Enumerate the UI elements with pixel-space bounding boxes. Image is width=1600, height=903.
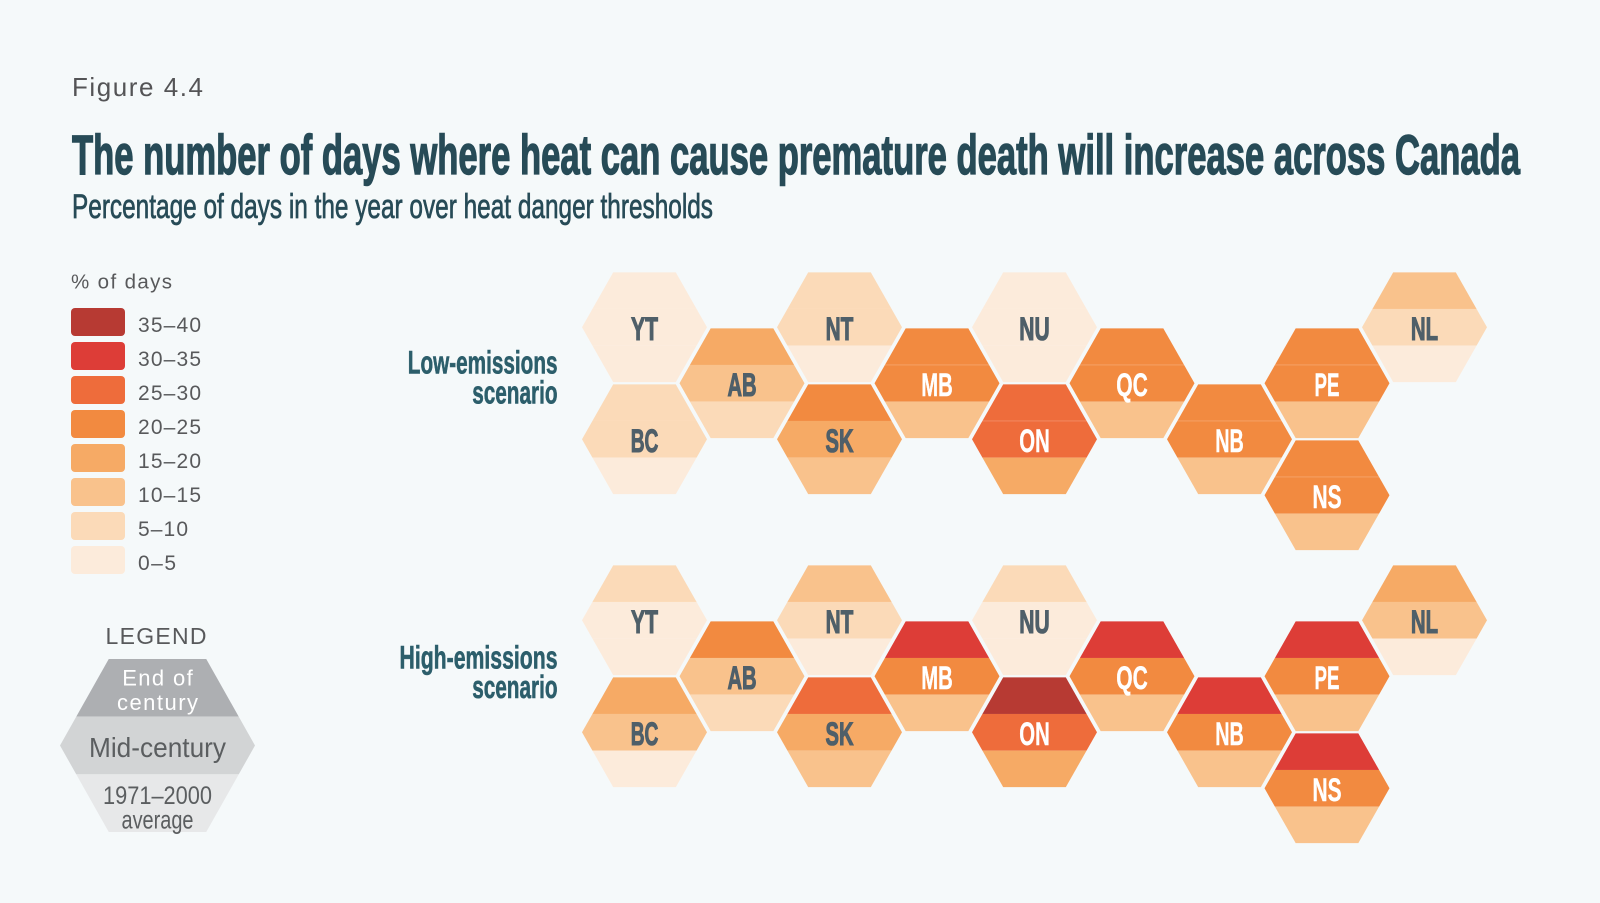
svg-text:NU: NU <box>1019 604 1049 640</box>
svg-text:average: average <box>122 805 194 835</box>
svg-text:NB: NB <box>1215 716 1244 752</box>
svg-text:NU: NU <box>1019 311 1049 347</box>
svg-text:NB: NB <box>1215 423 1244 459</box>
svg-text:NT: NT <box>826 311 854 347</box>
svg-text:15–20: 15–20 <box>138 450 201 473</box>
svg-text:MB: MB <box>921 367 953 403</box>
svg-text:35–40: 35–40 <box>138 314 201 337</box>
svg-text:YT: YT <box>631 311 658 347</box>
svg-text:Mid-century: Mid-century <box>89 732 226 763</box>
svg-text:5–10: 5–10 <box>138 518 188 541</box>
svg-text:LEGEND: LEGEND <box>106 623 207 649</box>
svg-text:1971–2000: 1971–2000 <box>103 782 212 810</box>
svg-text:MB: MB <box>921 660 953 696</box>
svg-text:scenario: scenario <box>472 375 557 411</box>
svg-text:SK: SK <box>826 423 854 459</box>
svg-text:Low-emissions: Low-emissions <box>408 345 558 381</box>
svg-text:10–15: 10–15 <box>138 484 201 507</box>
svg-text:PE: PE <box>1315 660 1340 696</box>
svg-text:BC: BC <box>631 423 659 459</box>
svg-text:NL: NL <box>1411 311 1438 347</box>
svg-text:NT: NT <box>826 604 854 640</box>
svg-text:NS: NS <box>1313 479 1342 515</box>
svg-text:scenario: scenario <box>472 669 557 705</box>
svg-text:Figure 4.4: Figure 4.4 <box>72 72 203 102</box>
svg-text:AB: AB <box>727 367 756 403</box>
svg-text:ON: ON <box>1019 423 1050 459</box>
svg-text:NS: NS <box>1313 772 1342 808</box>
svg-text:0–5: 0–5 <box>138 552 176 575</box>
svg-text:century: century <box>117 690 198 715</box>
svg-text:30–35: 30–35 <box>138 348 201 371</box>
svg-text:The number of days where heat: The number of days where heat can cause … <box>72 123 1521 186</box>
svg-text:BC: BC <box>631 716 659 752</box>
svg-text:AB: AB <box>727 660 756 696</box>
svg-text:End of: End of <box>122 666 193 691</box>
svg-text:20–25: 20–25 <box>138 416 201 439</box>
svg-text:High-emissions: High-emissions <box>400 639 558 675</box>
svg-text:25–30: 25–30 <box>138 382 201 405</box>
svg-text:ON: ON <box>1019 716 1050 752</box>
svg-text:SK: SK <box>826 716 854 752</box>
svg-text:NL: NL <box>1411 604 1438 640</box>
svg-text:QC: QC <box>1116 660 1148 696</box>
svg-text:YT: YT <box>631 604 658 640</box>
svg-text:% of days: % of days <box>71 271 172 294</box>
svg-text:Percentage of days in the year: Percentage of days in the year over heat… <box>72 188 713 226</box>
svg-text:QC: QC <box>1116 367 1148 403</box>
svg-text:PE: PE <box>1315 367 1340 403</box>
